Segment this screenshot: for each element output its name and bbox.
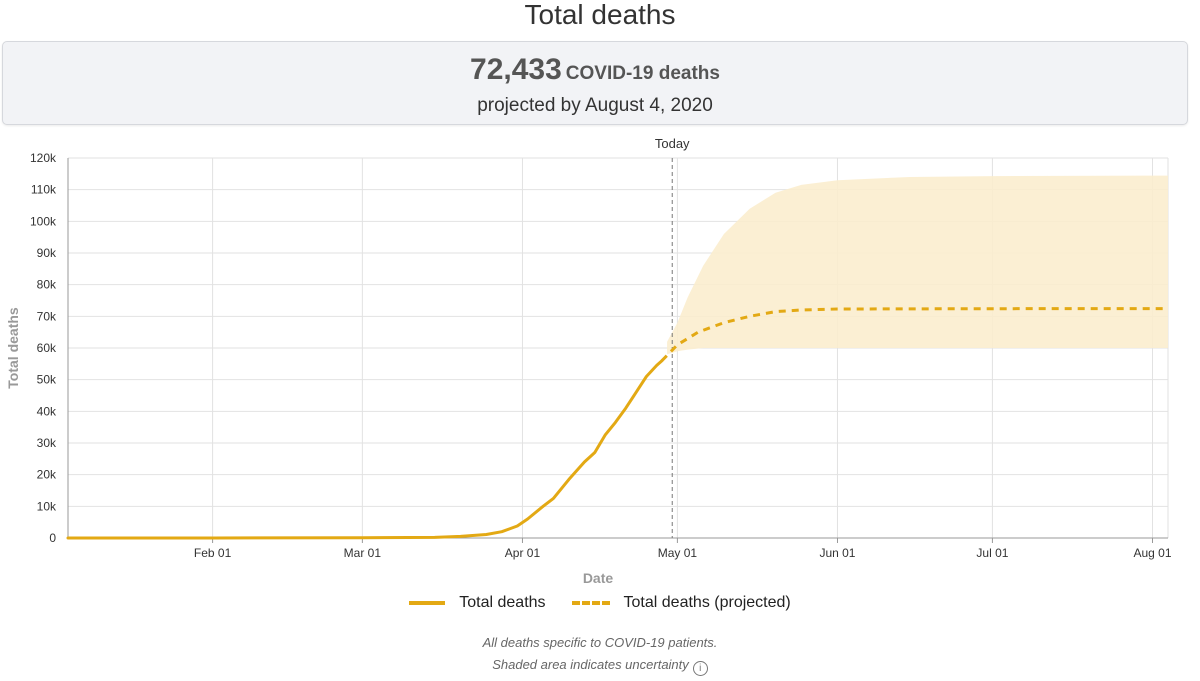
x-tick-label: Apr 01 [505, 546, 541, 560]
chart-legend: Total deaths Total deaths (projected) [0, 594, 1200, 612]
y-axis-title: Total deaths [5, 307, 21, 389]
legend-label-total-deaths: Total deaths [459, 594, 546, 611]
info-icon[interactable]: i [692, 661, 708, 676]
note-line-2: Shaded area indicates uncertainty [492, 657, 689, 672]
y-tick-label: 40k [37, 404, 57, 418]
y-tick-label: 20k [37, 468, 57, 482]
y-tick-label: 10k [37, 499, 57, 513]
legend-swatch-dashed [571, 601, 610, 605]
series-line-projected [660, 307, 1169, 362]
y-tick-label: 120k [30, 151, 57, 165]
y-tick-label: 70k [37, 309, 57, 323]
x-axis-title: Date [583, 570, 614, 586]
y-tick-label: 50k [37, 373, 57, 387]
y-tick-label: 0 [49, 531, 56, 545]
x-tick-label: May 01 [658, 546, 698, 560]
y-tick-label: 80k [37, 278, 57, 292]
y-tick-label: 90k [37, 246, 57, 260]
legend-item-projected[interactable]: Total deaths (projected) [571, 594, 791, 612]
deaths-chart: 0 10k 20k 30k 40k 50k 60k 70k 80k 90k 100k 110k 120k… [5, 136, 1172, 586]
legend-item-total-deaths[interactable]: Total deaths [409, 594, 546, 612]
x-tick-label: Mar 01 [344, 546, 382, 560]
x-tick-label: Jun 01 [819, 546, 855, 560]
uncertainty-band [667, 175, 1168, 355]
x-tick-label: Feb 01 [194, 546, 232, 560]
series-line-total-deaths [66, 359, 664, 540]
y-tick-label: 60k [37, 341, 57, 355]
x-tick-label: Jul 01 [976, 546, 1008, 560]
y-tick-label: 100k [30, 214, 57, 228]
y-tick-label: 110k [31, 183, 57, 197]
page-title: Total deaths [524, 0, 676, 30]
legend-label-projected: Total deaths (projected) [623, 594, 791, 611]
legend-swatch-solid [409, 601, 446, 605]
note-line-1: All deaths specific to COVID-19 patients… [482, 635, 718, 650]
summary-card: 72,433 COVID-19 deaths projected by Augus… [2, 41, 1188, 125]
summary-unit: COVID-19 deaths [565, 63, 720, 84]
chart-notes: All deaths specific to COVID-19 patients… [0, 632, 1200, 676]
x-tick-label: Aug 01 [1133, 546, 1171, 560]
today-label: Today [655, 136, 690, 151]
summary-subtitle: projected by August 4, 2020 [477, 95, 713, 116]
y-tick-label: 30k [37, 436, 57, 450]
summary-value: 72,433 [470, 53, 562, 86]
